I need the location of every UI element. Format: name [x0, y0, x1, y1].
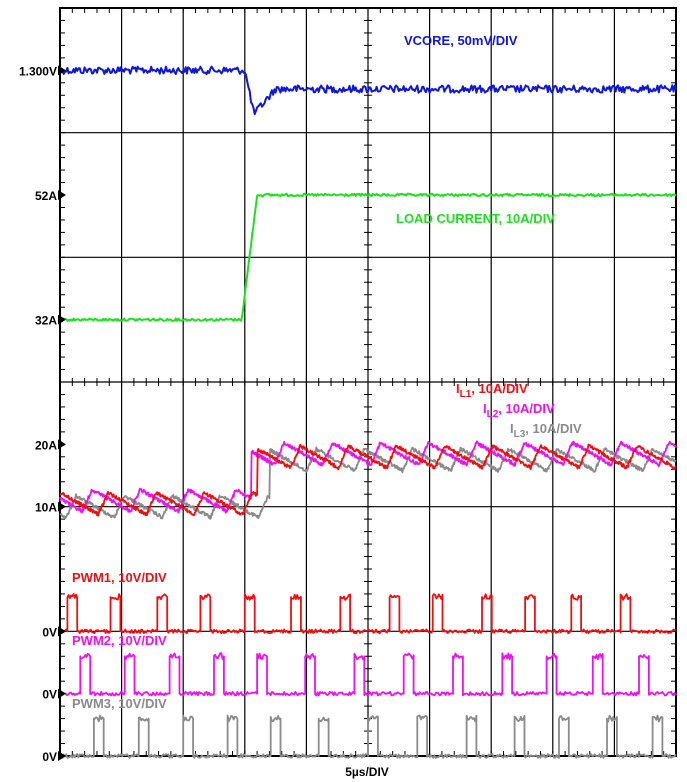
series-label-pwm1: PWM1, 10V/DIV: [72, 570, 167, 585]
series-label-load-current: LOAD CURRENT, 10A/DIV: [396, 211, 555, 226]
y-marker-label: 0V: [42, 688, 57, 702]
series-label-il2: IL2, 10A/DIV: [483, 401, 555, 420]
y-marker-label: 52A: [35, 189, 57, 203]
x-axis-label: 5µs/DIV: [345, 765, 389, 779]
y-marker-label: 10A: [35, 501, 57, 515]
y-marker-label: 0V: [42, 625, 57, 639]
series-label-vcore: VCORE, 50mV/DIV: [404, 33, 518, 48]
y-marker-label: 32A: [35, 314, 57, 328]
y-marker-arrow: [58, 501, 66, 512]
trace-load-current: [59, 192, 677, 322]
series-label-il1: IL1, 10A/DIV: [456, 381, 528, 400]
y-marker-label: 20A: [35, 438, 57, 452]
y-marker-arrow: [58, 439, 66, 450]
series-label-pwm3: PWM3, 10V/DIV: [72, 696, 167, 711]
trace-vcore: [59, 65, 677, 116]
trace-il1: [59, 443, 677, 517]
y-markers: 1.300V 52A 32A 20A 10A 0V 0V 0V: [19, 64, 66, 764]
trace-pwm1: [59, 593, 677, 635]
series-label-il3: IL3, 10A/DIV: [510, 421, 582, 440]
y-marker-arrow: [58, 751, 66, 761]
trace-pwm3: [59, 714, 677, 759]
y-marker-arrow: [58, 626, 66, 637]
trace-il2: [59, 440, 677, 514]
y-marker-arrow: [58, 65, 66, 76]
series-label-pwm2: PWM2, 10V/DIV: [72, 633, 167, 648]
traces: [59, 65, 677, 759]
y-marker-arrow: [58, 314, 66, 325]
y-marker-arrow: [58, 190, 66, 200]
trace-il3: [59, 446, 677, 520]
y-marker-label: 1.300V: [19, 64, 57, 78]
y-marker-arrow: [58, 688, 66, 699]
y-marker-label: 0V: [42, 750, 57, 764]
trace-pwm2: [59, 652, 677, 697]
